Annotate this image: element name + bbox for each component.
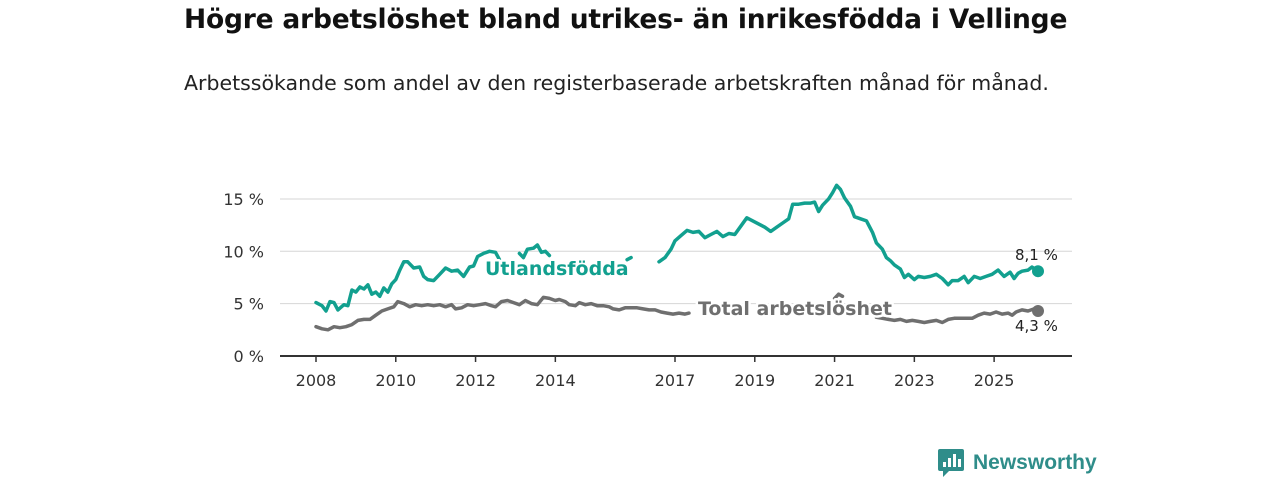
x-tick-label: 2014 bbox=[535, 371, 576, 390]
x-tick-label: 2025 bbox=[974, 371, 1015, 390]
chart-labels: 0 % 5 % 10 % 15 % 2008 2010 2012 2014 2017 2019 20… bbox=[223, 190, 1058, 390]
x-tick-label: 2012 bbox=[455, 371, 496, 390]
x-tick-label: 2010 bbox=[375, 371, 416, 390]
newsworthy-logo-icon bbox=[938, 449, 964, 477]
chart-title: Högre arbetslöshet bland utrikes- än inr… bbox=[184, 4, 1068, 35]
brand-name: Newsworthy bbox=[973, 451, 1097, 474]
series-label-total: Total arbetslöshet bbox=[698, 298, 892, 320]
total-line bbox=[701, 310, 711, 315]
x-tick-label: 2023 bbox=[894, 371, 935, 390]
total-line bbox=[832, 292, 845, 301]
x-tick-label: 2008 bbox=[296, 371, 337, 390]
series-label-foreign: Utlandsfödda bbox=[485, 258, 629, 280]
y-tick-label: 5 % bbox=[234, 295, 264, 314]
y-tick-label: 10 % bbox=[223, 242, 264, 261]
x-tick-label: 2017 bbox=[655, 371, 696, 390]
foreign-line bbox=[657, 183, 1040, 287]
total-end-point bbox=[1032, 304, 1044, 317]
chart-subtitle: Arbetssökande som andel av den registerb… bbox=[184, 71, 1049, 95]
y-tick-label: 0 % bbox=[234, 347, 264, 366]
x-tick-label: 2019 bbox=[734, 371, 775, 390]
total-line bbox=[314, 295, 691, 332]
foreign-end-point bbox=[1032, 265, 1044, 278]
brand-logo[interactable]: Newsworthy bbox=[937, 448, 1097, 478]
end-label-foreign: 8,1 % bbox=[1015, 246, 1058, 264]
gridlines bbox=[280, 198, 1072, 305]
foreign-line bbox=[625, 255, 633, 262]
total-line bbox=[874, 307, 1040, 325]
end-label-total: 4,3 % bbox=[1015, 317, 1058, 335]
foreign-line bbox=[314, 249, 502, 313]
x-tick-label: 2021 bbox=[814, 371, 855, 390]
axes bbox=[280, 355, 1072, 362]
foreign-line bbox=[517, 243, 552, 260]
y-tick-label: 15 % bbox=[223, 190, 264, 209]
series-lines bbox=[314, 183, 1044, 332]
